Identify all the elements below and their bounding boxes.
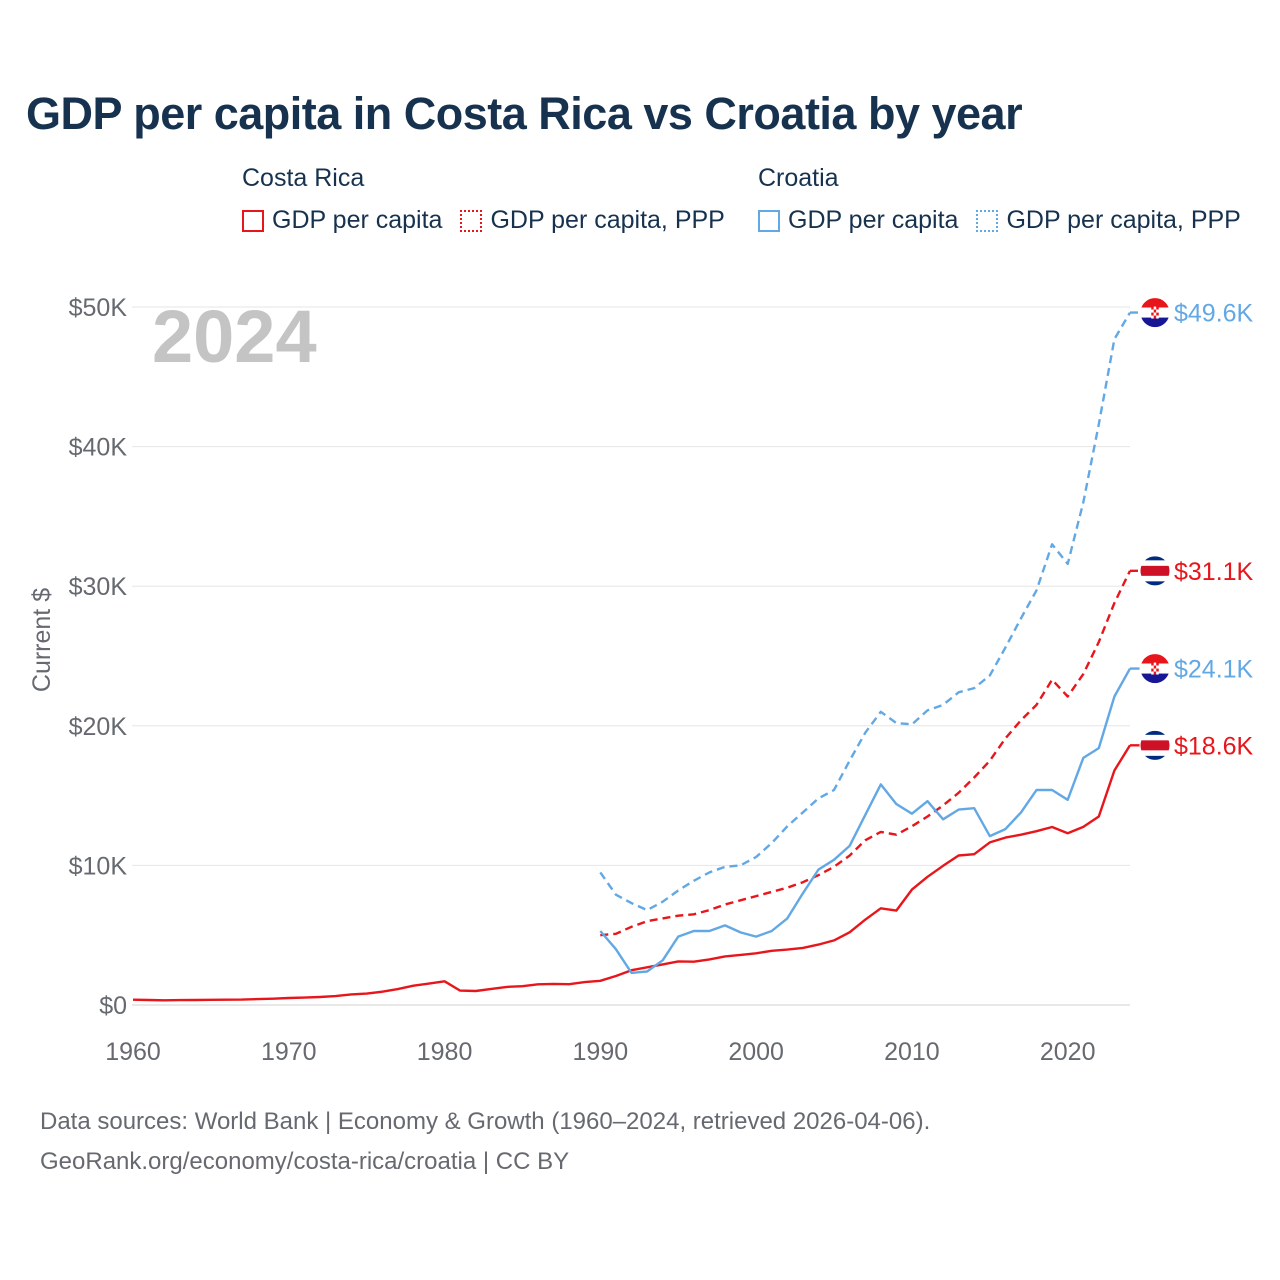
series-line[interactable] bbox=[132, 744, 1132, 1002]
x-tick-label: 1960 bbox=[105, 1038, 161, 1066]
x-tick-label: 1980 bbox=[417, 1038, 473, 1066]
croatia-flag-icon bbox=[1139, 653, 1171, 685]
y-axis-label: Current $ bbox=[28, 588, 56, 692]
series-line[interactable] bbox=[599, 311, 1132, 912]
series-line[interactable] bbox=[600, 570, 1132, 937]
series-line[interactable] bbox=[599, 668, 1132, 975]
footer-sources: Data sources: World Bank | Economy & Gro… bbox=[40, 1108, 931, 1135]
y-tick-label: $0 bbox=[99, 992, 127, 1020]
y-tick-label: $50K bbox=[69, 294, 128, 322]
dotted-line-swatch-icon bbox=[976, 209, 999, 232]
x-tick-label: 2010 bbox=[884, 1038, 940, 1066]
legend-item-label: GDP per capita, PPP bbox=[1006, 206, 1241, 234]
series-end-label: $24.1K bbox=[1174, 656, 1254, 684]
series-2 bbox=[600, 569, 1154, 937]
legend-item-croatia-gdp-ppp[interactable]: GDP per capita, PPP bbox=[976, 206, 1241, 235]
x-tick-label: 2020 bbox=[1040, 1038, 1096, 1066]
legend-item-croatia-gdp[interactable]: GDP per capita bbox=[758, 206, 958, 235]
costa-rica-flag-icon bbox=[1139, 555, 1171, 587]
legend-item-costa-rica-gdp[interactable]: GDP per capita bbox=[242, 206, 442, 235]
legend-group-title: Croatia bbox=[758, 164, 839, 192]
footer-attribution: GeoRank.org/economy/costa-rica/croatia |… bbox=[40, 1148, 570, 1175]
x-tick-label: 1970 bbox=[261, 1038, 317, 1066]
chart-title: GDP per capita in Costa Rica vs Croatia … bbox=[26, 88, 1023, 139]
year-watermark: 2024 bbox=[152, 295, 317, 378]
series-3 bbox=[599, 667, 1154, 975]
dotted-line-swatch-icon bbox=[460, 209, 483, 232]
legend-item-label: GDP per capita bbox=[272, 206, 443, 234]
legend-item-label: GDP per capita, PPP bbox=[490, 206, 725, 234]
croatia-flag-icon bbox=[1139, 297, 1171, 329]
solid-line-swatch-icon bbox=[758, 209, 780, 232]
series-1 bbox=[132, 744, 1154, 1002]
x-tick-label: 2000 bbox=[728, 1038, 784, 1066]
x-tick-label: 1990 bbox=[573, 1038, 629, 1066]
series-4 bbox=[599, 311, 1154, 912]
costa-rica-flag-icon bbox=[1139, 729, 1171, 761]
y-tick-label: $10K bbox=[69, 852, 128, 880]
series-end-label: $49.6K bbox=[1174, 300, 1254, 328]
series-end-label: $31.1K bbox=[1174, 558, 1254, 586]
y-tick-label: $40K bbox=[69, 434, 128, 462]
y-tick-label: $30K bbox=[69, 573, 128, 601]
legend-group-croatia: Croatia GDP per capita GDP per capita, P… bbox=[758, 162, 1259, 235]
legend-group-costa-rica: Costa Rica GDP per capita GDP per capita… bbox=[242, 162, 743, 235]
y-tick-label: $20K bbox=[69, 713, 128, 741]
legend-item-costa-rica-gdp-ppp[interactable]: GDP per capita, PPP bbox=[460, 206, 725, 235]
series-end-label: $18.6K bbox=[1174, 732, 1254, 760]
legend-item-label: GDP per capita bbox=[788, 206, 959, 234]
legend-group-title: Costa Rica bbox=[242, 164, 365, 192]
solid-line-swatch-icon bbox=[242, 209, 264, 232]
